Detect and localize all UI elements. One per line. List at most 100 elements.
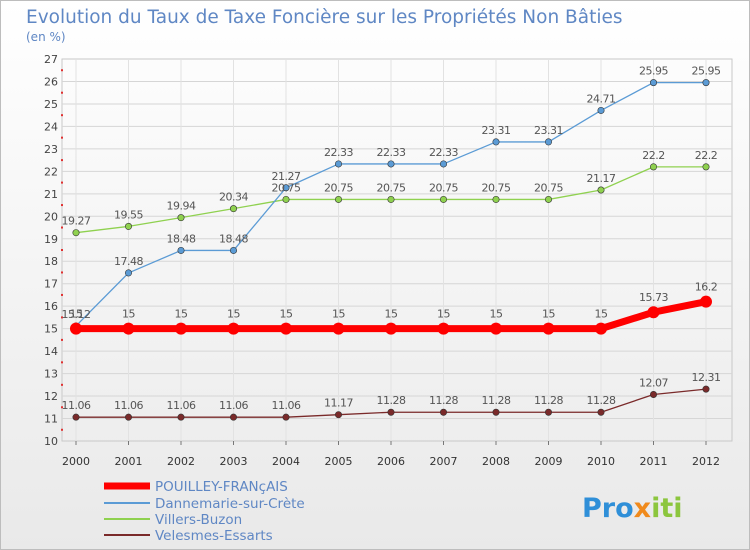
data-point bbox=[700, 295, 712, 308]
x-tick-label: 2012 bbox=[692, 455, 720, 468]
data-point bbox=[597, 186, 605, 194]
series-labels-2: 19.27 19.55 19.94 20.34 20.75 20.75 20.75 20.75… bbox=[62, 149, 718, 228]
data-point bbox=[439, 160, 447, 168]
data-point bbox=[230, 205, 238, 213]
data-label: 15 bbox=[437, 308, 450, 321]
y-tick-label: 27 bbox=[44, 53, 58, 66]
data-point bbox=[175, 322, 187, 335]
y-tick-label: 24 bbox=[44, 120, 58, 133]
data-label: 11.28 bbox=[587, 394, 616, 407]
data-label: 17.48 bbox=[114, 255, 143, 268]
data-label: 25.95 bbox=[639, 65, 668, 78]
data-point bbox=[230, 413, 238, 421]
data-point bbox=[544, 408, 552, 416]
x-tick-label: 2008 bbox=[482, 455, 510, 468]
data-point bbox=[125, 222, 133, 230]
data-point bbox=[542, 322, 555, 335]
y-tick-label: 11 bbox=[44, 413, 58, 426]
legend-label: POUILLEY-FRANçAIS bbox=[155, 479, 288, 495]
data-label: 15 bbox=[332, 308, 345, 321]
data-label: 11.28 bbox=[534, 394, 563, 407]
data-label: 11.28 bbox=[377, 394, 406, 407]
data-point bbox=[544, 138, 552, 146]
data-point bbox=[177, 214, 185, 222]
data-label: 22.2 bbox=[642, 149, 665, 162]
data-point bbox=[334, 160, 342, 168]
data-point bbox=[280, 322, 292, 335]
x-tick-label: 2001 bbox=[115, 455, 143, 468]
data-point bbox=[597, 106, 605, 114]
data-point bbox=[334, 195, 342, 203]
data-label: 11.06 bbox=[62, 399, 91, 412]
legend-item-1: Dannemarie-sur-Crète bbox=[104, 496, 305, 512]
y-axis: 10 11 12 13 14 15 16 17 18 19 20 21 22 23 24 25 26 27 bbox=[44, 53, 63, 448]
data-label: 22.33 bbox=[324, 146, 353, 159]
data-label: 22.33 bbox=[377, 146, 406, 159]
legend-label: Villers-Buzon bbox=[155, 512, 242, 528]
data-label: 18.48 bbox=[167, 232, 196, 245]
data-label: 23.31 bbox=[482, 124, 511, 137]
x-tick-label: 2006 bbox=[377, 455, 405, 468]
data-label: 11.06 bbox=[219, 399, 248, 412]
data-point bbox=[282, 413, 290, 421]
data-label: 15.12 bbox=[62, 308, 91, 321]
x-tick-label: 2010 bbox=[587, 455, 615, 468]
y-tick-label: 16 bbox=[44, 300, 58, 313]
series-1 bbox=[72, 79, 710, 330]
data-point bbox=[334, 411, 342, 419]
proxiti-logo: Proxiti bbox=[582, 493, 683, 524]
y-tick-label: 21 bbox=[44, 188, 58, 201]
legend-item-3: Velesmes-Essarts bbox=[104, 528, 273, 544]
data-point bbox=[649, 390, 657, 398]
y-tick-label: 18 bbox=[44, 255, 58, 268]
data-label: 24.71 bbox=[587, 92, 616, 105]
data-point bbox=[122, 322, 135, 335]
data-label: 15 bbox=[595, 308, 608, 321]
y-tick-label: 22 bbox=[44, 165, 58, 178]
data-point bbox=[332, 322, 345, 335]
data-label: 15 bbox=[490, 308, 503, 321]
data-label: 19.55 bbox=[114, 208, 143, 221]
data-point bbox=[72, 229, 80, 237]
data-label: 22.33 bbox=[429, 146, 458, 159]
data-label: 19.94 bbox=[167, 200, 196, 213]
data-label: 20.75 bbox=[534, 181, 563, 194]
data-point bbox=[227, 322, 240, 335]
data-point bbox=[125, 269, 133, 277]
data-label: 11.17 bbox=[324, 397, 353, 410]
data-label: 15 bbox=[280, 308, 293, 321]
y-tick-label: 10 bbox=[44, 435, 58, 448]
y-tick-label: 26 bbox=[44, 75, 58, 88]
data-point bbox=[649, 79, 657, 87]
data-label: 23.31 bbox=[534, 124, 563, 137]
data-point bbox=[387, 408, 395, 416]
data-label: 16.2 bbox=[695, 281, 718, 294]
data-point bbox=[544, 195, 552, 203]
data-label: 15 bbox=[122, 308, 135, 321]
data-label: 15.73 bbox=[639, 291, 668, 304]
x-tick-label: 2007 bbox=[430, 455, 458, 468]
data-label: 11.06 bbox=[167, 399, 196, 412]
y-tick-label: 25 bbox=[44, 98, 58, 111]
x-tick-label: 2003 bbox=[220, 455, 248, 468]
data-point bbox=[439, 195, 447, 203]
data-label: 22.2 bbox=[695, 149, 718, 162]
x-tick-label: 2009 bbox=[535, 455, 563, 468]
data-label: 15 bbox=[175, 308, 188, 321]
data-label: 25.95 bbox=[692, 65, 721, 78]
y-tick-label: 19 bbox=[44, 233, 58, 246]
x-tick-label: 2011 bbox=[640, 455, 668, 468]
data-label: 20.75 bbox=[482, 181, 511, 194]
x-axis: 2000 2001 2002 2003 2004 2005 2006 2007 2008 2009… bbox=[62, 441, 720, 468]
legend-item-2: Villers-Buzon bbox=[104, 512, 242, 528]
data-point bbox=[385, 322, 397, 335]
x-tick-label: 2004 bbox=[272, 455, 300, 468]
data-label: 15 bbox=[70, 308, 83, 321]
legend-item-0: POUILLEY-FRANçAIS bbox=[104, 479, 288, 495]
data-point bbox=[439, 408, 447, 416]
y-tick-label: 15 bbox=[44, 323, 58, 336]
series-labels-3: 11.06 11.06 11.06 11.06 11.06 11.17 11.28 11.28… bbox=[62, 371, 722, 412]
data-label: 18.48 bbox=[219, 232, 248, 245]
data-label: 11.28 bbox=[482, 394, 511, 407]
